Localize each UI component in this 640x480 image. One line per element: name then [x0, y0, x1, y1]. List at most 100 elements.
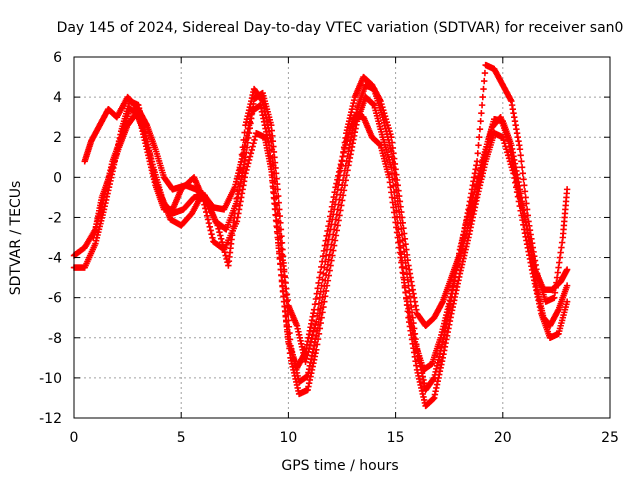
y-tick-label: -6	[48, 291, 62, 307]
data-point	[284, 296, 291, 304]
data-point	[324, 241, 332, 248]
data-point	[521, 182, 528, 189]
data-point	[214, 222, 221, 229]
data-point	[393, 171, 400, 178]
data-point	[311, 325, 318, 332]
data-point	[239, 144, 247, 151]
data-point	[312, 321, 319, 329]
data-point	[206, 223, 213, 231]
data-point	[304, 351, 311, 359]
data-point	[209, 234, 216, 242]
data-point	[204, 216, 212, 223]
data-point	[513, 188, 521, 196]
data-point	[388, 170, 396, 177]
data-point	[341, 182, 349, 189]
data-point	[518, 158, 525, 165]
data-point	[278, 245, 285, 253]
data-point	[277, 266, 285, 273]
data-point	[344, 167, 351, 174]
data-point	[280, 262, 287, 270]
data-point	[249, 143, 256, 150]
data-point	[273, 222, 280, 230]
data-point	[330, 247, 337, 254]
data-point	[322, 258, 329, 265]
y-tick-label: -10	[39, 371, 62, 387]
data-point	[399, 263, 406, 271]
data-point	[327, 262, 334, 269]
data-point	[245, 160, 252, 167]
data-point	[205, 219, 213, 227]
data-point	[400, 224, 407, 232]
data-point	[408, 303, 415, 311]
data-point	[240, 136, 247, 144]
data-point	[302, 358, 309, 366]
data-point	[327, 226, 334, 233]
y-tick-label: -2	[48, 210, 62, 226]
data-point	[236, 166, 244, 173]
data-point	[250, 140, 257, 147]
data-point	[339, 192, 347, 199]
y-tick-label: 2	[53, 130, 62, 146]
y-tick-label: 4	[53, 90, 62, 106]
data-point	[337, 207, 344, 214]
data-point	[215, 225, 222, 233]
data-point	[233, 195, 240, 202]
data-point	[326, 231, 333, 238]
data-point	[318, 314, 325, 321]
data-point	[563, 186, 571, 193]
data-point	[381, 112, 389, 120]
data-point	[283, 285, 290, 292]
data-point	[332, 196, 340, 203]
data-point	[512, 179, 519, 186]
data-point	[280, 293, 287, 300]
data-point	[92, 224, 100, 231]
data-point	[217, 232, 224, 239]
data-point	[322, 293, 329, 300]
data-point	[316, 294, 324, 301]
data-point	[308, 335, 316, 342]
data-point	[476, 126, 484, 133]
data-point	[392, 166, 399, 173]
data-point	[322, 287, 330, 295]
data-point	[384, 121, 391, 129]
data-point	[98, 204, 105, 211]
data-point	[202, 205, 209, 212]
data-point	[236, 173, 243, 180]
data-point	[237, 158, 245, 166]
data-point	[328, 221, 335, 228]
data-point	[402, 240, 409, 248]
data-point	[94, 217, 101, 224]
data-point	[388, 164, 395, 171]
data-point	[274, 210, 281, 217]
data-point	[245, 156, 253, 164]
data-point	[317, 288, 324, 295]
data-point	[244, 163, 251, 170]
data-point	[503, 146, 510, 153]
data-point	[502, 143, 509, 150]
data-point	[313, 312, 321, 319]
data-point	[91, 227, 99, 235]
data-point	[238, 151, 246, 158]
data-point	[218, 235, 225, 243]
data-point	[232, 202, 239, 210]
data-point	[391, 195, 399, 202]
data-point	[93, 220, 101, 228]
data-point	[97, 207, 104, 214]
data-point	[269, 154, 276, 161]
y-tick-label: -8	[48, 331, 62, 347]
data-point	[303, 355, 310, 362]
data-point	[283, 291, 291, 298]
data-point	[475, 142, 482, 149]
data-point	[401, 282, 409, 290]
data-point	[390, 150, 397, 157]
data-point	[516, 146, 524, 153]
data-point	[325, 272, 332, 279]
data-point	[319, 276, 326, 283]
data-point	[231, 210, 238, 217]
data-point	[331, 201, 339, 208]
data-point	[246, 153, 254, 160]
data-point	[510, 170, 517, 177]
data-point	[398, 208, 405, 216]
data-point	[323, 282, 331, 289]
data-point	[273, 202, 281, 209]
